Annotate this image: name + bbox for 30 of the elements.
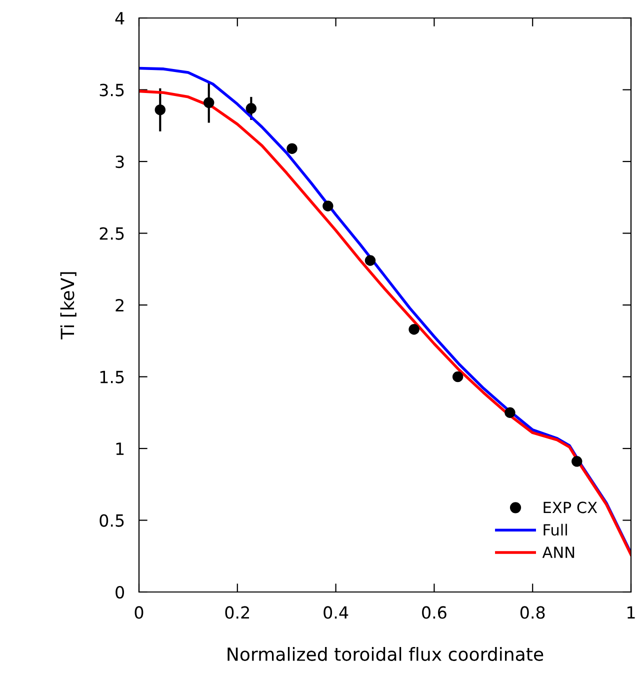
- x-tick-label: 0.2: [225, 606, 249, 619]
- x-tick-label: 0.6: [422, 606, 446, 619]
- point: [204, 97, 214, 108]
- point: [572, 456, 582, 467]
- y-tick-label: 0.5: [100, 514, 124, 527]
- legend-label: ANN: [542, 546, 574, 558]
- point: [154, 104, 166, 116]
- point: [504, 407, 516, 418]
- x-tick-label: 1: [628, 606, 635, 619]
- y-tick-label: 3.5: [100, 84, 124, 96]
- legend-label: EXP CX: [544, 502, 598, 514]
- legend-label: Full: [544, 524, 567, 536]
- point: [322, 200, 334, 212]
- y-tick-label: 2.5: [100, 227, 124, 240]
- point: [286, 143, 298, 154]
- y-axis-title: Ti [keV]: [60, 272, 76, 340]
- y-tick-label: 2: [116, 298, 124, 312]
- x-tick-label: 0.4: [324, 606, 348, 619]
- point: [408, 324, 420, 335]
- y-tick-label: 1: [116, 442, 124, 455]
- x-axis-title: Normalized toroidal flux coordinate: [228, 647, 544, 661]
- point: [364, 255, 376, 266]
- x-tick-label: 0: [134, 606, 144, 619]
- y-tick-label: 3: [116, 155, 124, 168]
- y-tick-label: 0: [116, 586, 124, 599]
- point: [246, 103, 257, 114]
- point: [452, 371, 464, 382]
- x-tick-label: 0.8: [520, 606, 545, 619]
- y-tick-label: 4: [115, 12, 124, 24]
- y-tick-label: 1.5: [100, 370, 124, 384]
